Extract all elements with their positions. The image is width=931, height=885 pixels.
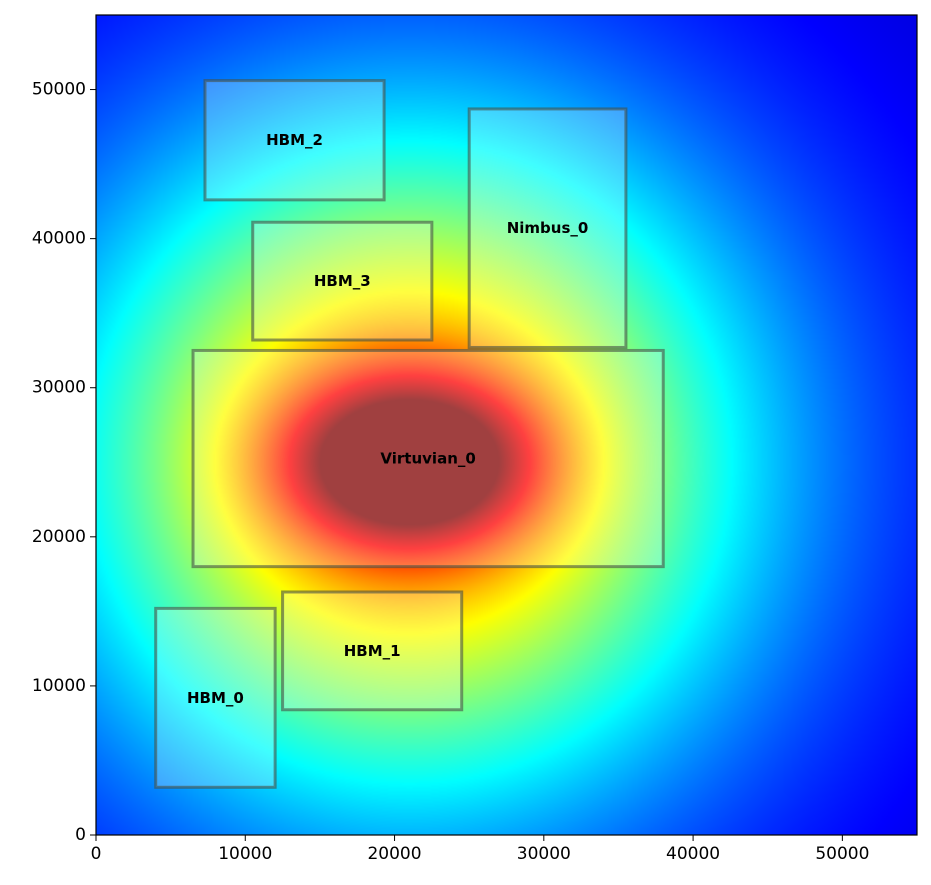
block-label: Virtuvian_0 bbox=[380, 450, 475, 468]
block-label: HBM_0 bbox=[187, 689, 244, 707]
block-hbm-0: HBM_0 bbox=[154, 606, 277, 789]
x-axis: 0 10000 20000 30000 40000 50000 bbox=[91, 835, 869, 864]
block-label: HBM_1 bbox=[344, 642, 401, 660]
block-label: HBM_2 bbox=[266, 131, 323, 149]
y-tick-label: 20000 bbox=[32, 527, 86, 547]
y-tick-label: 40000 bbox=[32, 229, 86, 249]
block-rect bbox=[191, 348, 665, 569]
plot-frame bbox=[95, 14, 918, 836]
block-label: Nimbus_0 bbox=[507, 219, 589, 237]
x-tick-label: 40000 bbox=[666, 844, 720, 864]
x-tick-label: 20000 bbox=[367, 844, 421, 864]
x-tick-label: 0 bbox=[91, 844, 102, 864]
heatmap-image bbox=[96, 15, 917, 835]
block-nimbus-0: Nimbus_0 bbox=[467, 107, 628, 349]
block-rect bbox=[467, 107, 628, 349]
block-rect bbox=[251, 220, 434, 342]
y-tick-label: 50000 bbox=[32, 80, 86, 100]
y-tick-label: 0 bbox=[75, 825, 86, 845]
block-hbm-2: HBM_2 bbox=[203, 79, 386, 202]
y-axis: 0 10000 20000 30000 40000 50000 bbox=[32, 80, 96, 845]
block-hbm-3: HBM_3 bbox=[251, 220, 434, 342]
x-tick-label: 10000 bbox=[218, 844, 272, 864]
y-tick-label: 30000 bbox=[32, 378, 86, 398]
block-hbm-1: HBM_1 bbox=[281, 590, 464, 712]
block-label: HBM_3 bbox=[314, 272, 371, 290]
block-rect bbox=[281, 590, 464, 712]
x-tick-label: 30000 bbox=[517, 844, 571, 864]
y-tick-label: 10000 bbox=[32, 676, 86, 696]
block-rect bbox=[203, 79, 386, 202]
blocks-layer: Virtuvian_0 HBM_0 HBM_1 HBM_2 HBM_3 Nimbus_0 bbox=[154, 79, 665, 789]
plot-area: Virtuvian_0 HBM_0 HBM_1 HBM_2 HBM_3 Nimbus_0 bbox=[95, 14, 918, 836]
x-tick-label: 50000 bbox=[815, 844, 869, 864]
block-rect bbox=[154, 606, 277, 789]
block-virtuvian-0: Virtuvian_0 bbox=[191, 348, 665, 569]
